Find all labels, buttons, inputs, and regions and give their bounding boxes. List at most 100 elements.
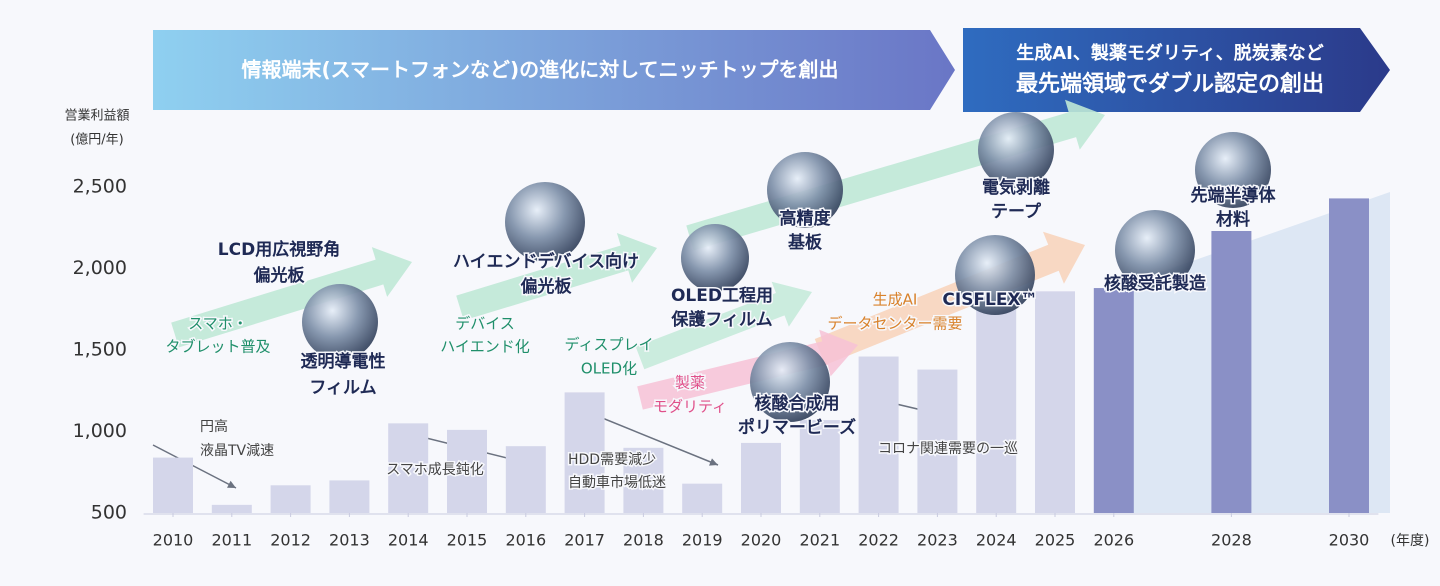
annotation: 核酸受託製造 <box>1104 273 1207 294</box>
annotation: 自動車市場低迷 <box>568 474 666 491</box>
x-tick-label: 2011 <box>211 531 252 550</box>
annotation: 透明導電性 <box>301 351 386 372</box>
bar <box>858 356 899 513</box>
annotation: ディスプレイ <box>565 336 654 354</box>
annotation: 材料 <box>1216 209 1250 230</box>
x-tick-label: 2012 <box>270 531 311 550</box>
annotation: CISFLEX™ <box>942 290 1037 310</box>
x-tick-label: 2014 <box>388 531 429 550</box>
annotation: 保護フィルム <box>670 309 772 330</box>
x-tick-label: 2020 <box>741 531 782 550</box>
product-image <box>978 112 1054 188</box>
x-tick-label: 2028 <box>1211 531 1252 550</box>
x-tick-label: 2016 <box>505 531 546 550</box>
x-tick-label: 2013 <box>329 531 370 550</box>
decline-arrow-head <box>227 480 236 488</box>
annotation: 電気剥離 <box>982 177 1050 198</box>
product-image <box>681 224 749 292</box>
annotation: モダリティ <box>653 398 727 416</box>
bar <box>799 420 840 513</box>
annotation: 円高 <box>200 418 228 435</box>
y-axis-label: (億円/年) <box>70 132 124 148</box>
x-tick-label: 2017 <box>564 531 605 550</box>
x-axis-label: (年度) <box>1391 533 1430 549</box>
x-tick-label: 2023 <box>917 531 958 550</box>
decline-arrow <box>152 444 237 489</box>
bar <box>1211 231 1252 513</box>
product-image <box>505 182 585 262</box>
banner-text: 情報端末(スマートフォンなど)の進化に対してニッチトップを創出 <box>241 58 838 82</box>
x-tick-label: 2024 <box>976 531 1017 550</box>
annotation: 液晶TV減速 <box>200 442 274 459</box>
trend-arrow <box>456 233 657 321</box>
product-image <box>750 342 830 422</box>
annotation: 製薬 <box>675 374 705 392</box>
annotation: デバイス <box>455 315 515 333</box>
bar <box>741 442 781 513</box>
y-tick-label: 500 <box>91 502 127 524</box>
bar <box>270 485 311 513</box>
y-tick-label: 2,000 <box>73 257 127 279</box>
decline-arrow-head <box>709 458 718 466</box>
annotation: 偏光板 <box>254 265 306 286</box>
annotation: LCD用広視野角 <box>218 239 340 260</box>
annotation: 基板 <box>787 232 823 253</box>
x-tick-label: 2030 <box>1329 531 1370 550</box>
annotation: フィルム <box>309 378 376 398</box>
product-image <box>1115 210 1195 290</box>
bar <box>1329 198 1369 513</box>
y-tick-label: 1,000 <box>73 420 127 442</box>
annotation: スマホ成長鈍化 <box>386 462 484 478</box>
bar <box>623 447 664 513</box>
x-tick-label: 2015 <box>447 531 488 550</box>
product-image <box>1195 132 1271 208</box>
x-tick-label: 2022 <box>858 531 899 550</box>
trend-arrow <box>635 281 812 370</box>
banner-arrow <box>963 28 1390 112</box>
annotation: 先端半導体 <box>1191 185 1277 206</box>
annotation: テープ <box>991 201 1042 222</box>
x-tick-label: 2025 <box>1035 531 1076 550</box>
bar <box>447 429 487 513</box>
annotation: コロナ関連需要の一巡 <box>878 441 1018 457</box>
x-tick-label: 2018 <box>623 531 664 550</box>
annotation: ハイエンド化 <box>440 338 530 356</box>
annotation: タブレット普及 <box>165 338 270 356</box>
bar <box>917 369 958 513</box>
bar <box>976 309 1017 513</box>
annotation: OLED化 <box>581 360 637 378</box>
bar <box>153 457 193 513</box>
annotation: 生成AI <box>873 291 918 309</box>
product-image <box>955 235 1035 315</box>
annotation: データセンター需要 <box>827 315 962 333</box>
bar <box>682 483 723 513</box>
decline-arrow <box>589 412 719 466</box>
annotation: ポリマービーズ <box>738 417 856 438</box>
annotation: HDD需要減少 <box>568 451 656 468</box>
x-tick-label: 2019 <box>682 531 723 550</box>
bar <box>564 392 605 513</box>
x-tick-label: 2021 <box>799 531 840 550</box>
x-tick-label: 2010 <box>153 531 194 550</box>
annotation: 核酸合成用 <box>755 393 840 414</box>
bar <box>329 480 370 513</box>
product-image <box>302 284 378 360</box>
banner-arrow <box>153 30 955 110</box>
bar <box>1035 291 1075 513</box>
annotation: スマホ・ <box>188 315 248 333</box>
annotation: OLED工程用 <box>671 286 773 306</box>
trend-arrow <box>171 247 412 348</box>
banner-text: 生成AI、製薬モダリティ、脱炭素など <box>1016 42 1324 64</box>
y-tick-label: 1,500 <box>73 339 127 361</box>
bar <box>1093 288 1134 513</box>
annotation: 偏光板 <box>521 276 573 297</box>
bar <box>388 423 429 513</box>
bar <box>211 504 252 513</box>
y-axis-label: 営業利益額 <box>64 108 129 124</box>
product-image <box>767 152 843 228</box>
bar <box>505 446 546 513</box>
annotation: ハイエンドデバイス向け <box>453 251 639 272</box>
x-tick-label: 2026 <box>1093 531 1134 550</box>
y-tick-label: 2,500 <box>73 176 127 198</box>
